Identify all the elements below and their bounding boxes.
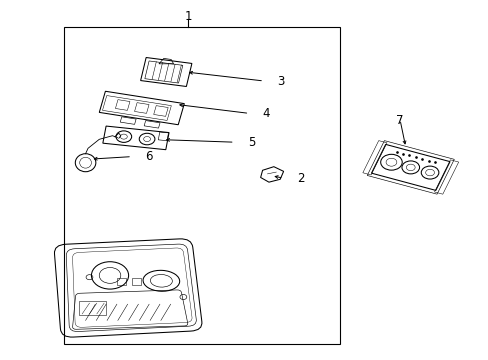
Text: 7: 7 [395,114,403,127]
Bar [132,278,141,285]
Bar [117,278,126,285]
Text: 6: 6 [145,150,153,163]
Text: 1: 1 [184,10,192,23]
Text: 4: 4 [262,107,270,120]
Text: 3: 3 [277,75,285,87]
Text: 2: 2 [296,172,304,185]
Text: 5: 5 [247,136,255,149]
Bar [63,27,339,344]
Bar [79,301,106,315]
